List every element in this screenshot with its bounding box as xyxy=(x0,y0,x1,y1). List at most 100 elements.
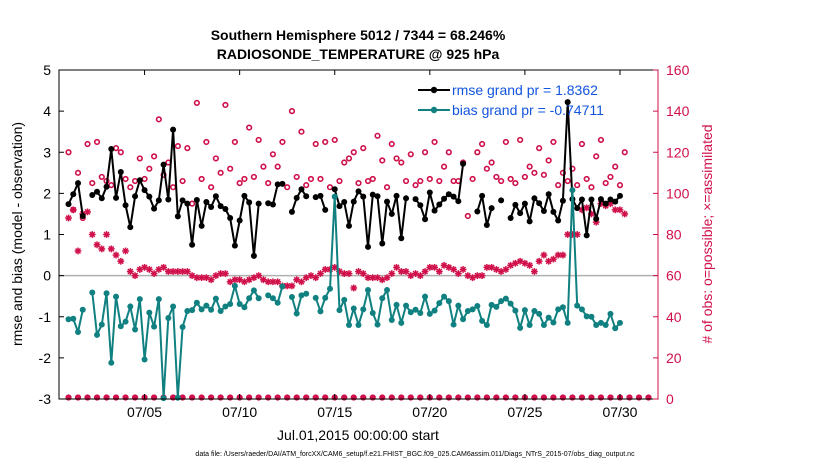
rmse-point xyxy=(70,191,77,198)
rmse-point xyxy=(517,210,524,217)
plot-area xyxy=(59,70,658,399)
obs-assimilated-marker xyxy=(435,268,443,275)
obs-assimilated-marker xyxy=(535,257,543,265)
obs-possible-marker xyxy=(246,124,253,131)
rmse-point xyxy=(250,252,257,259)
obs-possible-marker xyxy=(616,182,624,189)
rmse-point xyxy=(241,192,248,199)
obs-possible-marker xyxy=(479,140,486,148)
bias-point xyxy=(407,309,414,316)
obs-assimilated-marker xyxy=(364,274,372,282)
y-left-tick-label: 4 xyxy=(43,103,51,119)
data-file-footer: data file: /Users/raeder/DAI/ATM_forcXX/… xyxy=(195,451,635,458)
rmse-point xyxy=(507,215,514,222)
bias-point xyxy=(512,307,519,314)
rmse-point xyxy=(455,198,462,205)
bias-point xyxy=(274,299,281,306)
rmse-point xyxy=(231,242,238,249)
rmse-point xyxy=(431,207,438,214)
legend-bias-marker xyxy=(430,106,438,114)
bias-point xyxy=(208,306,215,313)
obs-possible-marker xyxy=(127,184,134,191)
obs-possible-marker xyxy=(303,182,310,189)
bias-point xyxy=(445,298,452,305)
rmse-point xyxy=(526,218,533,225)
obs-possible-marker xyxy=(217,169,224,176)
bias-point xyxy=(312,294,319,301)
bias-point xyxy=(103,290,110,297)
obs-assimilated-marker xyxy=(103,231,110,238)
rmse-point xyxy=(540,208,547,215)
obs-possible-marker xyxy=(502,138,509,146)
bias-point xyxy=(403,302,410,309)
obs-assimilated-marker xyxy=(93,241,101,249)
rmse-point xyxy=(422,216,429,223)
obs-possible-marker xyxy=(383,184,391,191)
obs-possible-marker xyxy=(269,151,277,158)
obs-possible-marker xyxy=(417,177,424,185)
rmse-line xyxy=(91,129,260,256)
bias-point xyxy=(355,321,362,328)
bias-point xyxy=(550,319,557,326)
rmse-point xyxy=(559,197,566,204)
y-axis-right-label: # of obs: o=possible; ×=assimilated xyxy=(699,124,715,343)
obs-possible-marker xyxy=(369,175,376,183)
rmse-point xyxy=(555,217,562,224)
bias-point xyxy=(250,287,257,294)
obs-possible-marker xyxy=(388,140,395,148)
rmse-point xyxy=(597,196,604,203)
obs-assimilated-marker xyxy=(160,264,167,271)
obs-possible-marker xyxy=(360,145,367,152)
rmse-point xyxy=(483,222,490,229)
rmse-point xyxy=(227,215,234,222)
obs-possible-marker xyxy=(312,140,319,148)
rmse-point xyxy=(488,205,495,212)
rmse-point xyxy=(174,213,181,220)
rmse-point xyxy=(593,215,600,222)
rmse-point xyxy=(336,203,343,210)
obs-assimilated-marker xyxy=(221,270,229,277)
rmse-point xyxy=(616,192,623,199)
rmse-point xyxy=(208,203,215,210)
obs-assimilated-marker xyxy=(388,270,396,277)
bias-point xyxy=(540,321,547,328)
obs-possible-marker xyxy=(208,184,215,191)
obs-assimilated-marker xyxy=(69,206,77,214)
obs-possible-marker xyxy=(621,149,628,156)
obs-possible-marker xyxy=(426,175,433,183)
obs-possible-marker xyxy=(393,155,400,162)
bias-point xyxy=(483,321,490,328)
rmse-point xyxy=(298,186,305,193)
obs-assimilated-marker xyxy=(312,274,320,282)
obs-possible-marker xyxy=(250,173,258,181)
bias-point xyxy=(341,296,348,303)
bias-point xyxy=(517,324,524,331)
bias-point xyxy=(288,294,295,301)
rmse-point xyxy=(98,195,105,202)
obs-assimilated-marker xyxy=(621,210,629,218)
rmse-point xyxy=(355,188,362,195)
bias-point xyxy=(450,321,457,328)
rmse-point xyxy=(165,196,172,203)
rmse-point xyxy=(574,205,581,212)
bias-point xyxy=(583,313,590,320)
bias-line xyxy=(91,281,260,399)
bias-point xyxy=(588,313,595,320)
rmse-point xyxy=(398,235,405,242)
bias-point xyxy=(303,290,310,297)
x-tick-label: 07/05 xyxy=(127,404,162,420)
y-left-tick-label: -3 xyxy=(39,391,52,407)
bias-point xyxy=(255,295,262,302)
obs-assimilated-marker xyxy=(112,251,120,259)
rmse-point xyxy=(350,198,357,205)
obs-possible-marker xyxy=(117,149,124,156)
obs-assimilated-marker xyxy=(198,274,206,282)
bias-point xyxy=(279,283,286,290)
obs-possible-marker xyxy=(545,157,552,164)
obs-possible-marker xyxy=(488,159,495,166)
rmse-point xyxy=(136,177,143,184)
bias-point xyxy=(317,308,324,315)
obs-possible-marker xyxy=(198,175,205,183)
rmse-point xyxy=(379,240,386,247)
bias-point xyxy=(155,296,162,303)
